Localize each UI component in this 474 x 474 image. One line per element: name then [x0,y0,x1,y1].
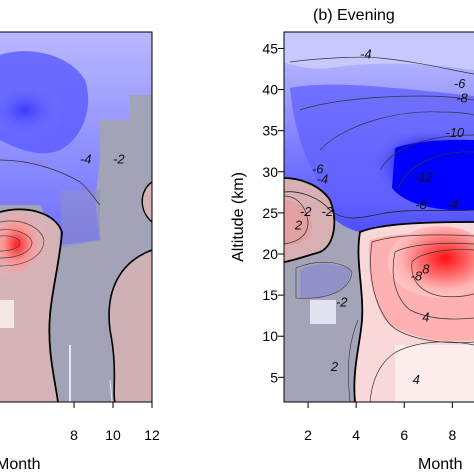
panel-b-contour-minus10 [379,134,474,171]
panel-a-contour-label: -4 [80,152,92,167]
panel-a-contour-inner1 [0,220,45,267]
panel-b-contour-label: -2 [336,295,348,310]
panel-b-contour-bottom [369,341,474,402]
panel-b-negative-core [392,139,474,211]
panel-a-contour-zero [0,208,63,402]
panel-a: -4 -2 8 10 12 Month [0,31,160,473]
panel-b-y-tick-label: 35 [262,123,278,139]
panel-b-contour-plus2 [370,234,474,343]
panel-b-contour-minus6 [299,95,474,111]
panel-b-field [284,32,474,402]
panel-b-frame [283,31,474,403]
panel-a-contour-labels: -4 -2 [80,152,125,167]
panel-a-contour-minus2 [0,159,101,206]
panel-b-contour-label: 4 [413,372,420,387]
panel-b-y-tick-label: 5 [270,369,278,385]
panel-b-weak-blue-patch [300,264,351,299]
panel-b-contour-label: -4 [317,171,329,186]
panel-a-weak-region [60,190,100,248]
panel-b-contour-label: -8 [410,268,422,283]
panel-b-contour-minus2-upper [284,191,474,219]
panel-b-contour-label: -4 [360,46,372,61]
panel-b-contour-label: -6 [312,161,324,176]
panel-a-x-axis-title: Month [0,456,40,473]
panel-a-x-ticks: 8 10 12 [70,402,160,443]
panel-a-contour-zero-right [108,249,152,402]
panel-a-frame [0,31,153,403]
panel-b-contour-label: 2 [330,359,339,374]
panel-b-y-tick-label: 15 [262,287,278,303]
panel-a-positive-bottom-right [109,250,152,402]
panel-b-title: (b) Evening [313,7,395,24]
panel-b-contour-label: 8 [422,262,430,277]
panel-b-contour-label: -4 [447,197,459,212]
panel-b-x-tick-label: 4 [352,427,360,443]
panel-b-contour-minus12 [397,151,474,191]
panel-a-contour-inner2 [0,229,33,259]
panel-b-contour-zero-main [353,221,474,402]
panel-b-contour-label: -6 [454,76,466,91]
panel-b-positive-left-core [284,200,312,246]
panel-b-y-tick-label: 25 [262,205,278,221]
panel-b-contour-minus4 [289,56,474,75]
panel-b-y-tick-label: 30 [262,164,278,180]
panel-a-x-tick-label: 12 [144,427,160,443]
panel-b-contour-weak-left [295,261,353,299]
panel-b-lavender-patch [310,300,336,324]
panel-b-positive-max [388,226,474,298]
panel-b-contour-plus6 [411,249,474,298]
panel-b-contour-label: -8 [456,91,468,106]
panel-b-y-axis-title: Altitude (km) [230,172,247,262]
panel-b-x-tick-label: 6 [400,427,408,443]
panel-b-contour-zero-left [284,177,336,263]
panel-b-contour-minus8 [319,111,474,151]
panel-b-x-tick-label: 8 [448,427,456,443]
panel-b: (b) Evening [230,7,474,473]
panel-b-contour-label: -12 [414,170,434,185]
panel-a-contour-zero-upper-right [141,181,152,223]
panel-b-x-ticks: 2 4 6 8 [304,402,456,443]
panel-b-contour-label: 4 [422,309,429,324]
panel-b-contour-label: -8 [415,197,427,212]
panel-b-y-ticks: 5 10 15 20 25 30 35 40 45 [262,40,284,385]
panel-a-negative-max [0,80,65,140]
panel-a-positive-patch [0,300,14,328]
panel-b-y-tick-label: 10 [262,328,278,344]
panel-b-contour-label: -10 [445,125,465,140]
panel-b-positive-bottom-patch [395,345,474,402]
panel-b-x-axis-title: Month [418,456,462,473]
panel-a-x-tick-label: 10 [105,427,121,443]
panel-a-x-tick-label: 8 [70,427,78,443]
panel-b-negative-light-top [284,32,474,70]
panel-b-contour-side [348,319,359,402]
panel-a-contour-weak-right [109,379,113,402]
panel-a-field [0,32,152,402]
panel-a-contour-label: -2 [113,152,125,167]
panel-b-y-tick-label: 45 [262,40,278,56]
panel-b-contour-label: -2 [322,204,334,219]
panel-b-x-tick-label: 2 [304,427,312,443]
panel-b-contour-left-inner [284,195,309,245]
panel-b-contour-label: -2 [300,204,312,219]
panel-b-contour-plus4 [392,242,474,320]
panel-b-contour-label: 2 [294,217,303,232]
panel-b-y-tick-label: 20 [262,246,278,262]
panel-b-y-tick-label: 40 [262,82,278,98]
panel-a-contour-inner3 [0,235,21,252]
